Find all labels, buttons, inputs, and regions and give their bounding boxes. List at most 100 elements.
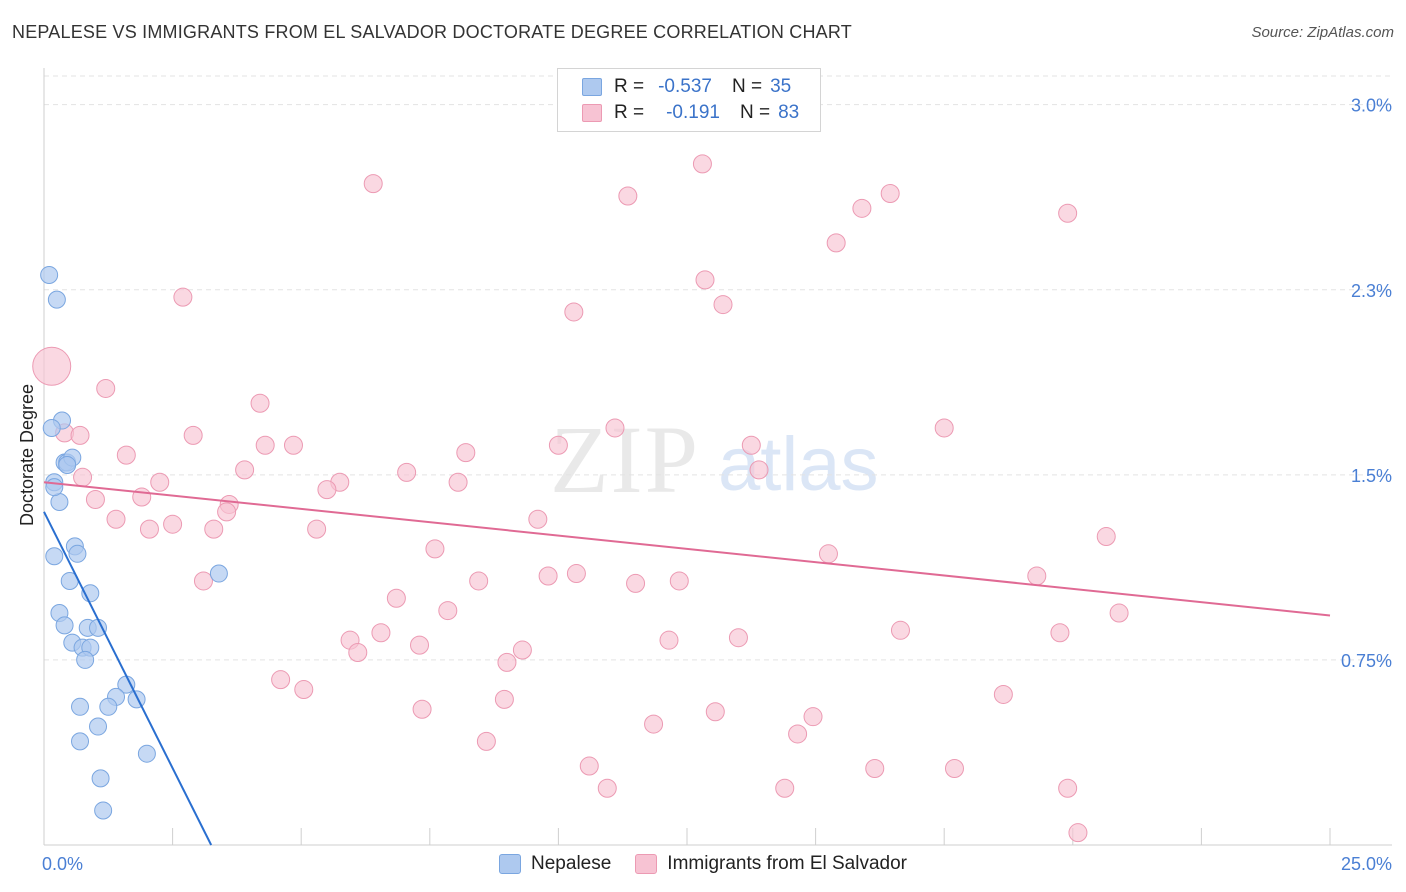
- point-el-salvador-53: [438, 601, 458, 621]
- legend-label-nepalese: Nepalese: [531, 853, 612, 874]
- point-el-salvador-37: [139, 519, 159, 539]
- x-tick-label-min: 0.0%: [42, 854, 83, 874]
- point-el-salvador-8: [880, 184, 900, 204]
- point-nepalese-24: [127, 690, 146, 709]
- point-el-salvador-3: [173, 287, 193, 307]
- point-el-salvador-59: [512, 640, 532, 660]
- y-tick-label-1: 1.5%: [1351, 466, 1392, 486]
- r-value-el-salvador: -0.191: [666, 102, 720, 123]
- watermark-atlas: atlas: [718, 422, 879, 507]
- point-nepalese-28: [71, 732, 90, 751]
- trend-line-nepalese: [43, 511, 213, 846]
- y-tick-label-2: 2.3%: [1351, 281, 1392, 301]
- point-el-salvador-80: [1058, 778, 1078, 798]
- point-el-salvador-73: [803, 707, 823, 727]
- point-el-salvador-12: [713, 295, 733, 315]
- point-el-salvador-78: [597, 778, 617, 798]
- point-el-salvador-43: [818, 544, 838, 564]
- point-el-salvador-79: [775, 778, 795, 798]
- point-nepalese-26: [99, 697, 118, 716]
- point-nepalese-25: [71, 697, 90, 716]
- y-tick-label-0: 0.75%: [1341, 651, 1392, 671]
- point-el-salvador-42: [425, 539, 445, 559]
- n-label: N =: [739, 102, 771, 123]
- point-el-salvador-65: [271, 670, 291, 690]
- stats-row-el-salvador: R = -0.191 N = 83: [582, 101, 799, 125]
- point-el-salvador-60: [659, 630, 679, 650]
- point-el-salvador-51: [1027, 566, 1047, 586]
- n-value-el-salvador: 83: [778, 102, 800, 123]
- point-nepalese-34: [45, 478, 64, 497]
- point-el-salvador-71: [705, 702, 725, 722]
- point-el-salvador-7: [852, 198, 872, 218]
- point-el-salvador-18: [116, 445, 136, 465]
- point-nepalese-15: [55, 616, 74, 635]
- tick-labels: 0.75% 1.5% 2.3% 3.0% 0.0% 25.0%: [42, 96, 1392, 874]
- point-el-salvador-70: [644, 714, 664, 734]
- point-el-salvador-40: [307, 519, 327, 539]
- point-el-salvador-17: [283, 435, 303, 455]
- point-el-salvador-74: [476, 731, 496, 751]
- r-label: R =: [614, 102, 645, 123]
- point-el-salvador-52: [386, 588, 406, 608]
- watermark-zip: ZIP: [550, 406, 700, 513]
- el-salvador-swatch: [582, 104, 602, 122]
- point-nepalese-11: [45, 547, 64, 566]
- point-el-salvador-72: [788, 724, 808, 744]
- source-credit: Source: ZipAtlas.com: [1251, 24, 1394, 41]
- point-el-salvador-30: [448, 472, 468, 492]
- point-nepalese-30: [91, 769, 110, 788]
- point-el-salvador-50: [669, 571, 689, 591]
- point-el-salvador-25: [150, 472, 170, 492]
- point-nepalese-31: [94, 801, 113, 820]
- point-el-salvador-68: [412, 699, 432, 719]
- point-el-salvador-14: [250, 393, 270, 413]
- point-el-salvador-48: [566, 564, 586, 584]
- point-el-salvador-23: [934, 418, 954, 438]
- chart-legend: Nepalese Immigrants from El Salvador: [0, 851, 1406, 877]
- x-tick-label-max: 25.0%: [1341, 854, 1392, 874]
- legend-item-el-salvador[interactable]: Immigrants from El Salvador: [635, 853, 907, 875]
- point-el-salvador-15: [183, 425, 203, 445]
- n-value-nepalese: 35: [770, 76, 792, 97]
- series-el-salvador-points: [32, 154, 1129, 843]
- chart-title: NEPALESE VS IMMIGRANTS FROM EL SALVADOR …: [12, 22, 852, 42]
- point-el-salvador-28: [317, 480, 337, 500]
- trend-lines: [43, 481, 1331, 846]
- point-el-salvador-10: [826, 233, 846, 253]
- point-nepalese-29: [137, 744, 156, 763]
- nepalese-swatch: [582, 78, 602, 96]
- point-el-salvador-41: [528, 509, 548, 529]
- point-el-salvador-22: [741, 435, 761, 455]
- point-el-salvador-4: [363, 174, 383, 194]
- point-el-salvador-24: [73, 467, 93, 487]
- point-el-salvador-32: [85, 490, 105, 510]
- point-el-salvador-29: [397, 462, 417, 482]
- point-el-salvador-55: [371, 623, 391, 643]
- point-el-salvador-58: [348, 643, 368, 663]
- point-el-salvador-39: [204, 519, 224, 539]
- point-nepalese-3: [42, 418, 61, 437]
- point-el-salvador-9: [1058, 203, 1078, 223]
- point-el-salvador-62: [890, 620, 910, 640]
- legend-item-nepalese[interactable]: Nepalese: [499, 853, 611, 875]
- trend-line-el-salvador: [43, 481, 1331, 617]
- point-nepalese-32: [209, 564, 228, 583]
- r-label: R =: [614, 76, 645, 97]
- y-tick-label-3: 3.0%: [1351, 96, 1392, 116]
- stats-row-nepalese: R = -0.537 N = 35: [582, 75, 791, 99]
- point-el-salvador-54: [1109, 603, 1129, 623]
- series-nepalese-points: [40, 265, 228, 820]
- point-el-salvador-47: [538, 566, 558, 586]
- point-el-salvador-38: [163, 514, 183, 534]
- point-el-salvador-26: [235, 460, 255, 480]
- point-el-salvador-35: [217, 502, 237, 522]
- point-el-salvador-20: [548, 435, 568, 455]
- point-el-salvador-67: [993, 684, 1013, 704]
- point-el-salvador-66: [294, 680, 314, 700]
- point-el-salvador-44: [1096, 527, 1116, 547]
- point-el-salvador-31: [749, 460, 769, 480]
- legend-swatch-el-salvador: [635, 854, 658, 874]
- point-el-salvador-11: [695, 270, 715, 290]
